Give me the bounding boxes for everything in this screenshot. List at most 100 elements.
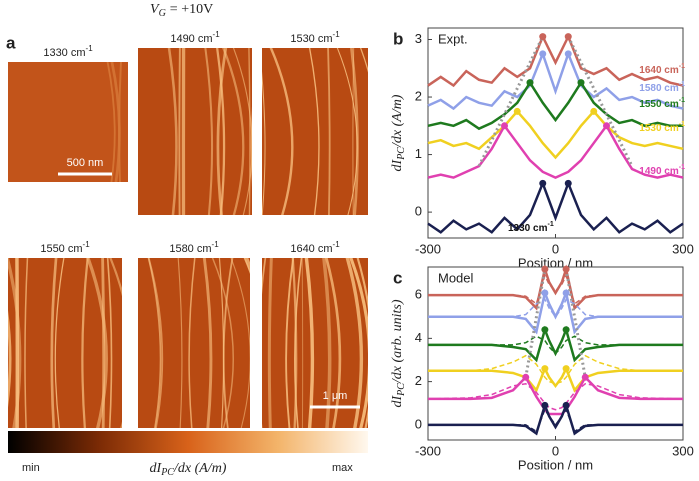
streak xyxy=(222,48,245,215)
data-line xyxy=(428,365,683,393)
series-label: 1330 cm-1 xyxy=(508,221,554,234)
streak xyxy=(262,71,266,215)
label-sup: -1 xyxy=(333,240,341,249)
scalebar-label: 1 μm xyxy=(323,390,348,402)
colorbar-max: max xyxy=(332,462,353,474)
series-label: 1490 cm-1 xyxy=(639,164,685,177)
series-sup: -1 xyxy=(679,164,685,171)
label-sup: -1 xyxy=(212,240,220,249)
streak xyxy=(308,48,320,215)
data-line xyxy=(427,179,684,234)
series-label: 1550 cm-1 xyxy=(639,97,685,110)
peak-marker xyxy=(513,107,521,115)
streak xyxy=(202,258,213,428)
peak-marker xyxy=(603,122,610,130)
y-tick-label: 2 xyxy=(415,88,422,103)
x-tick-label: -300 xyxy=(415,241,441,256)
streak xyxy=(301,258,304,428)
label-text: 1580 cm xyxy=(169,243,211,255)
image-label: 1580 cm-1 xyxy=(169,240,219,255)
image-label: 1550 cm-1 xyxy=(40,240,90,255)
y-tick-label: 6 xyxy=(415,287,422,302)
model-line xyxy=(428,298,683,319)
data-line xyxy=(427,33,684,88)
map-image xyxy=(138,258,250,428)
peak-marker xyxy=(526,79,534,87)
streak xyxy=(101,258,106,428)
peak-marker xyxy=(581,373,589,381)
data-line xyxy=(427,80,683,131)
peak-marker xyxy=(539,33,547,41)
guide-line xyxy=(566,35,634,167)
streak xyxy=(86,258,108,428)
legend-text: Expt. xyxy=(438,31,468,46)
streak xyxy=(118,62,122,182)
label-sup: -1 xyxy=(83,240,91,249)
streak xyxy=(252,43,256,220)
streak xyxy=(50,258,58,428)
peak-marker xyxy=(562,401,570,409)
streak xyxy=(24,258,29,428)
x-tick-label: -300 xyxy=(415,443,441,458)
streak xyxy=(380,43,383,220)
streak xyxy=(127,253,136,433)
colorbar-min: min xyxy=(22,462,40,474)
y-axis-label: dIPC/dx (A/m) xyxy=(390,94,407,171)
streak xyxy=(269,48,294,215)
streak xyxy=(218,258,225,428)
streak xyxy=(230,258,250,428)
map-image xyxy=(138,48,252,215)
peak-marker xyxy=(501,122,508,130)
streak xyxy=(285,258,295,428)
data-line xyxy=(427,123,684,179)
x-tick-label: 0 xyxy=(552,443,559,458)
streak xyxy=(262,258,267,428)
guide-line xyxy=(477,35,545,167)
streak xyxy=(304,258,315,428)
y-label-main: dI xyxy=(390,395,405,408)
peak-marker xyxy=(577,79,585,87)
streak xyxy=(126,253,129,433)
scalebar-label: 500 nm xyxy=(67,157,104,169)
data-line xyxy=(428,288,683,335)
model-line xyxy=(428,335,683,355)
peak-marker xyxy=(539,50,547,58)
streak xyxy=(322,258,332,428)
series-sup: -1 xyxy=(547,221,553,228)
streak xyxy=(250,106,252,188)
streak xyxy=(359,48,368,73)
label-text: 1530 cm xyxy=(290,33,332,45)
x-axis-label: Position / nm xyxy=(518,255,593,270)
streak xyxy=(8,310,12,408)
x-axis-label: Position / nm xyxy=(518,457,593,472)
streaks xyxy=(262,258,368,428)
guide-line xyxy=(524,268,547,378)
peak-marker xyxy=(541,365,549,373)
streak xyxy=(369,43,371,220)
streak xyxy=(267,258,273,428)
legend-text: Model xyxy=(438,270,474,285)
streak xyxy=(350,48,359,215)
series-label: 1640 cm-1 xyxy=(639,63,685,76)
series-name: 1330 cm xyxy=(508,223,548,234)
y-label-rest: /dx (arb. units) xyxy=(390,299,405,384)
streak xyxy=(177,258,183,428)
label-text: 1490 cm xyxy=(170,33,212,45)
streak xyxy=(215,48,226,215)
streak xyxy=(106,258,113,428)
peak-marker xyxy=(562,265,570,273)
panel-label: c xyxy=(393,268,402,287)
y-tick-label: 1 xyxy=(415,146,422,161)
streak xyxy=(178,48,181,215)
peak-marker xyxy=(564,179,572,187)
streak xyxy=(106,62,116,182)
y-label-sub: PC xyxy=(396,147,407,161)
peak-marker xyxy=(562,365,570,373)
image-label: 1640 cm-1 xyxy=(290,240,340,255)
series-sup: -1 xyxy=(679,97,685,104)
series-name: 1550 cm xyxy=(639,99,679,110)
y-axis-label: dIPC/dx (arb. units) xyxy=(390,299,407,407)
streak xyxy=(54,258,65,428)
map-image xyxy=(262,48,368,215)
